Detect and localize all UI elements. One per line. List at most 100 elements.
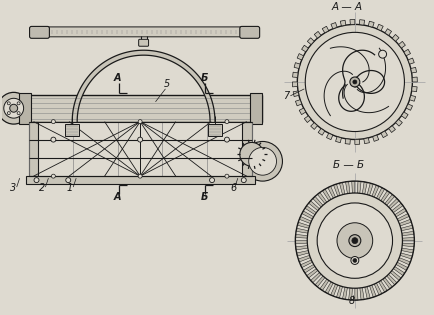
Bar [29, 122, 252, 176]
Polygon shape [299, 108, 306, 115]
Text: 7: 7 [283, 91, 289, 101]
Bar [26, 176, 255, 184]
Circle shape [10, 104, 18, 112]
Text: A: A [114, 73, 122, 83]
Polygon shape [368, 21, 374, 27]
Bar [208, 123, 222, 136]
Circle shape [138, 120, 142, 123]
Polygon shape [388, 198, 399, 209]
Polygon shape [402, 243, 414, 247]
Polygon shape [392, 203, 403, 213]
Polygon shape [311, 272, 321, 283]
Polygon shape [339, 182, 345, 195]
Polygon shape [402, 231, 414, 236]
Polygon shape [364, 138, 369, 144]
Circle shape [34, 178, 39, 183]
Circle shape [4, 98, 23, 118]
Polygon shape [349, 288, 352, 300]
Polygon shape [383, 278, 392, 289]
Polygon shape [397, 214, 409, 221]
Polygon shape [410, 95, 416, 101]
Polygon shape [302, 211, 314, 219]
Circle shape [224, 137, 230, 142]
Polygon shape [355, 139, 360, 144]
Polygon shape [335, 137, 342, 143]
Polygon shape [370, 285, 376, 297]
Bar [242, 122, 252, 176]
Polygon shape [333, 184, 340, 196]
Polygon shape [293, 82, 297, 87]
Polygon shape [401, 248, 414, 253]
Polygon shape [395, 119, 402, 126]
Circle shape [317, 203, 392, 278]
Polygon shape [296, 246, 308, 250]
Polygon shape [297, 54, 304, 60]
Polygon shape [400, 253, 412, 259]
Polygon shape [331, 23, 337, 29]
Circle shape [351, 256, 359, 264]
Polygon shape [387, 274, 397, 285]
Polygon shape [297, 222, 309, 228]
Polygon shape [392, 34, 399, 41]
Circle shape [17, 112, 20, 115]
Polygon shape [325, 282, 333, 294]
Polygon shape [401, 225, 413, 231]
Text: 3: 3 [10, 183, 16, 193]
Polygon shape [302, 45, 308, 52]
FancyBboxPatch shape [30, 26, 49, 38]
Polygon shape [408, 58, 414, 64]
Polygon shape [322, 189, 331, 201]
Text: Б — Б: Б — Б [333, 160, 364, 170]
Polygon shape [377, 24, 383, 31]
Polygon shape [381, 191, 390, 202]
Circle shape [349, 235, 361, 247]
Circle shape [307, 193, 402, 288]
Polygon shape [300, 260, 312, 268]
Circle shape [17, 102, 20, 105]
Circle shape [249, 147, 276, 175]
Polygon shape [293, 91, 299, 96]
Circle shape [337, 223, 373, 259]
Polygon shape [406, 104, 413, 110]
Polygon shape [357, 181, 361, 193]
Circle shape [240, 142, 263, 166]
Polygon shape [362, 182, 367, 194]
Bar [19, 95, 262, 122]
Circle shape [0, 92, 30, 124]
Polygon shape [350, 20, 355, 25]
Bar [19, 93, 30, 123]
Circle shape [225, 174, 229, 178]
Circle shape [353, 80, 357, 84]
Polygon shape [360, 288, 364, 300]
Bar [29, 122, 39, 176]
Polygon shape [296, 241, 307, 244]
Polygon shape [340, 20, 346, 26]
Polygon shape [402, 238, 414, 241]
Circle shape [352, 238, 358, 243]
Polygon shape [393, 266, 405, 276]
Circle shape [51, 120, 56, 123]
Circle shape [51, 174, 56, 178]
Polygon shape [352, 181, 355, 193]
Bar [65, 123, 79, 136]
Polygon shape [399, 219, 411, 226]
Circle shape [243, 141, 283, 181]
Polygon shape [296, 228, 308, 233]
Text: 1: 1 [66, 183, 72, 193]
Polygon shape [396, 262, 408, 270]
Polygon shape [376, 188, 385, 199]
Polygon shape [303, 264, 315, 273]
FancyBboxPatch shape [240, 26, 260, 38]
Polygon shape [412, 77, 418, 82]
Polygon shape [307, 38, 314, 45]
Polygon shape [315, 276, 325, 287]
Text: A — A: A — A [332, 2, 363, 12]
Polygon shape [309, 201, 319, 211]
PathPatch shape [72, 50, 215, 122]
FancyBboxPatch shape [42, 27, 247, 37]
Polygon shape [355, 288, 358, 300]
Polygon shape [345, 181, 350, 194]
Text: 8: 8 [349, 296, 355, 306]
Circle shape [210, 178, 214, 183]
Polygon shape [389, 126, 395, 133]
